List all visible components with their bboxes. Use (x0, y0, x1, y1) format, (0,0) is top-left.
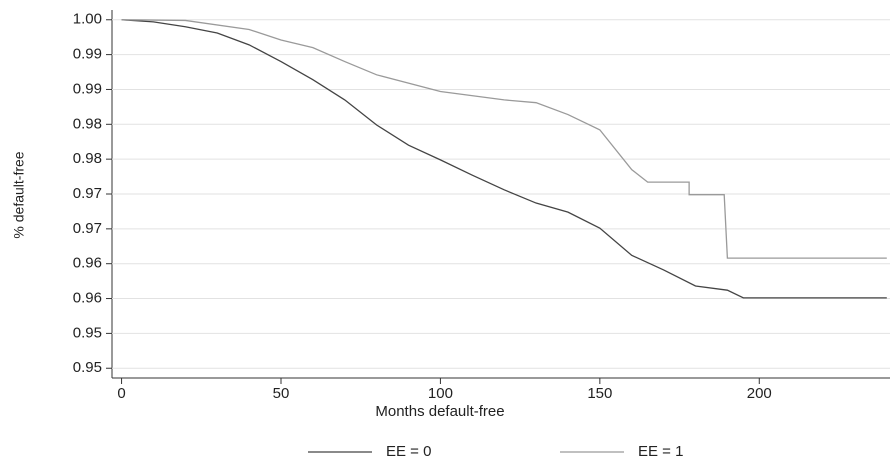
x-tick-label: 0 (117, 385, 125, 402)
legend-label: EE = 0 (386, 443, 431, 460)
y-tick-label: 0.99 (73, 80, 102, 97)
y-tick-label: 0.97 (73, 185, 102, 202)
y-tick-label: 0.96 (73, 255, 102, 272)
y-tick-label: 0.97 (73, 220, 102, 237)
x-axis-label: Months default-free (375, 403, 504, 420)
y-tick-label: 0.95 (73, 324, 102, 341)
series-line (121, 19, 887, 299)
y-tick-label: 0.98 (73, 150, 102, 167)
x-tick-label: 150 (587, 385, 612, 402)
y-tick-label: 0.99 (73, 46, 102, 63)
y-tick-label: 0.96 (73, 290, 102, 307)
series-line (121, 19, 887, 259)
y-tick-label: 1.00 (73, 11, 102, 28)
x-tick-label: 200 (747, 385, 772, 402)
x-tick-label: 50 (273, 385, 290, 402)
y-tick-label: 0.98 (73, 115, 102, 132)
legend-label: EE = 1 (638, 443, 683, 460)
y-axis-label: % default-free (11, 151, 27, 238)
x-tick-label: 100 (428, 385, 453, 402)
y-tick-label: 0.95 (73, 359, 102, 376)
